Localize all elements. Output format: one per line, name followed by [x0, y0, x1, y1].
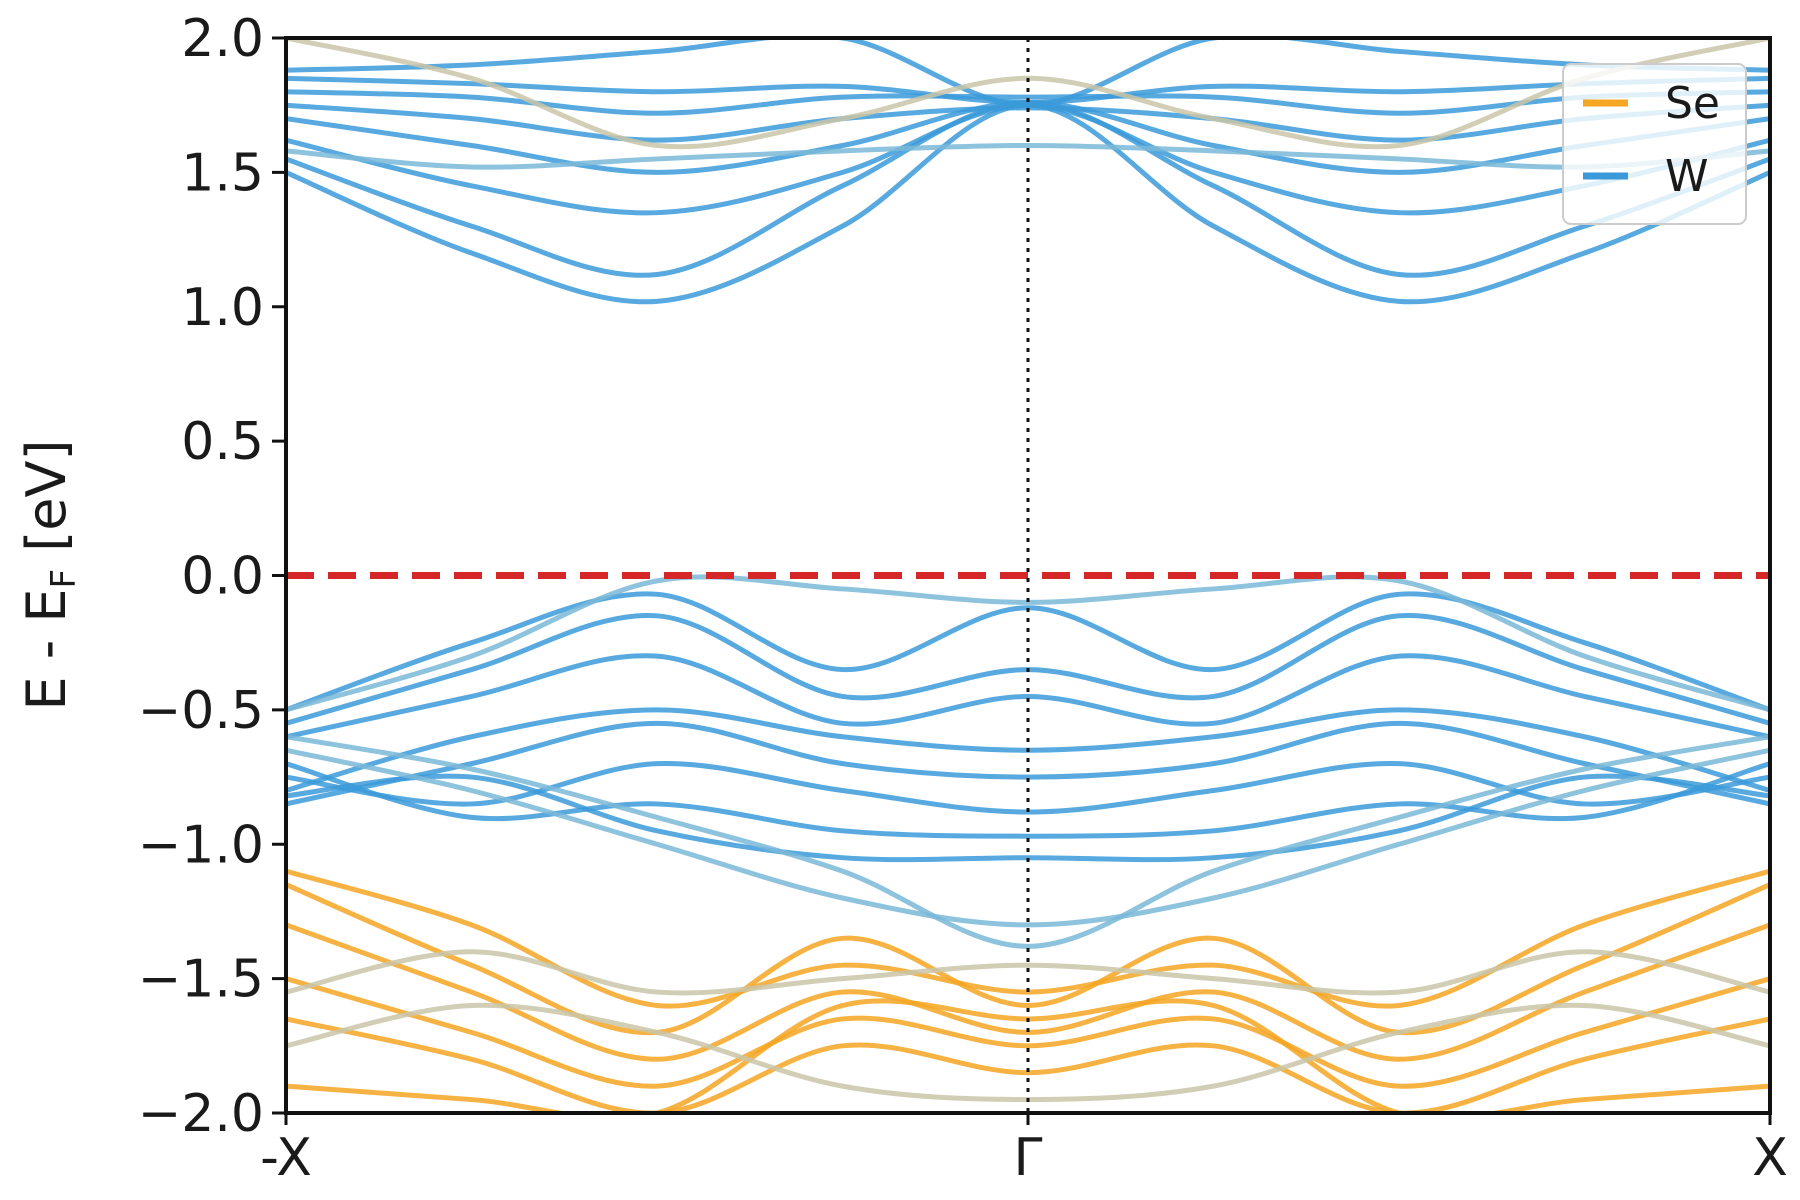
y-tick-label-1: 1.5 — [181, 143, 264, 203]
band-line-18 — [286, 773, 1770, 863]
x-tick-label-1: Γ — [1014, 1128, 1043, 1188]
band-line-27 — [286, 949, 1770, 996]
band-line-21 — [286, 868, 1770, 1009]
y-axis-label-unit: [eV] — [15, 439, 78, 568]
band-line-23 — [286, 922, 1770, 1062]
band-line-20 — [286, 734, 1770, 949]
band-line-10 — [286, 591, 1770, 713]
y-ticks: 2.0 1.5 1.0 0.5 0.0 −0.5 −1.0 −1.5 −2.0 — [138, 9, 286, 1144]
bands-layer — [286, 38, 1770, 1113]
band-line-7 — [286, 38, 1770, 108]
y-tick-label-5: −0.5 — [138, 681, 264, 741]
band-line-8 — [286, 142, 1770, 170]
band-line-6 — [286, 75, 1770, 106]
x-tick-label-0: -X — [260, 1128, 312, 1188]
y-axis-label-subscript: F — [44, 569, 84, 589]
band-line-0 — [286, 102, 1770, 305]
y-tick-label-0: 2.0 — [181, 9, 264, 69]
y-tick-label-8: −2.0 — [138, 1084, 264, 1144]
band-line-13 — [286, 574, 1770, 713]
band-line-15 — [286, 720, 1770, 807]
legend-label-w: W — [1665, 151, 1709, 202]
x-tick-label-2: X — [1752, 1128, 1788, 1188]
band-line-24 — [286, 976, 1770, 1089]
band-line-19 — [286, 747, 1770, 928]
legend: Se W — [1562, 63, 1747, 225]
band-line-12 — [286, 653, 1770, 740]
y-tick-label-3: 0.5 — [181, 412, 264, 472]
y-tick-label-2: 1.0 — [181, 278, 264, 338]
x-ticks: -X Γ X — [260, 1113, 1788, 1188]
band-line-22 — [286, 882, 1770, 1036]
band-line-17 — [286, 761, 1770, 839]
band-line-25 — [286, 1016, 1770, 1113]
band-line-4 — [286, 102, 1770, 143]
legend-label-se: Se — [1665, 78, 1720, 129]
y-tick-label-4: 0.0 — [181, 547, 264, 607]
y-axis-label: E - EF [eV] — [15, 439, 84, 710]
y-tick-label-7: −1.5 — [138, 950, 264, 1010]
y-tick-label-6: −1.0 — [138, 815, 264, 875]
